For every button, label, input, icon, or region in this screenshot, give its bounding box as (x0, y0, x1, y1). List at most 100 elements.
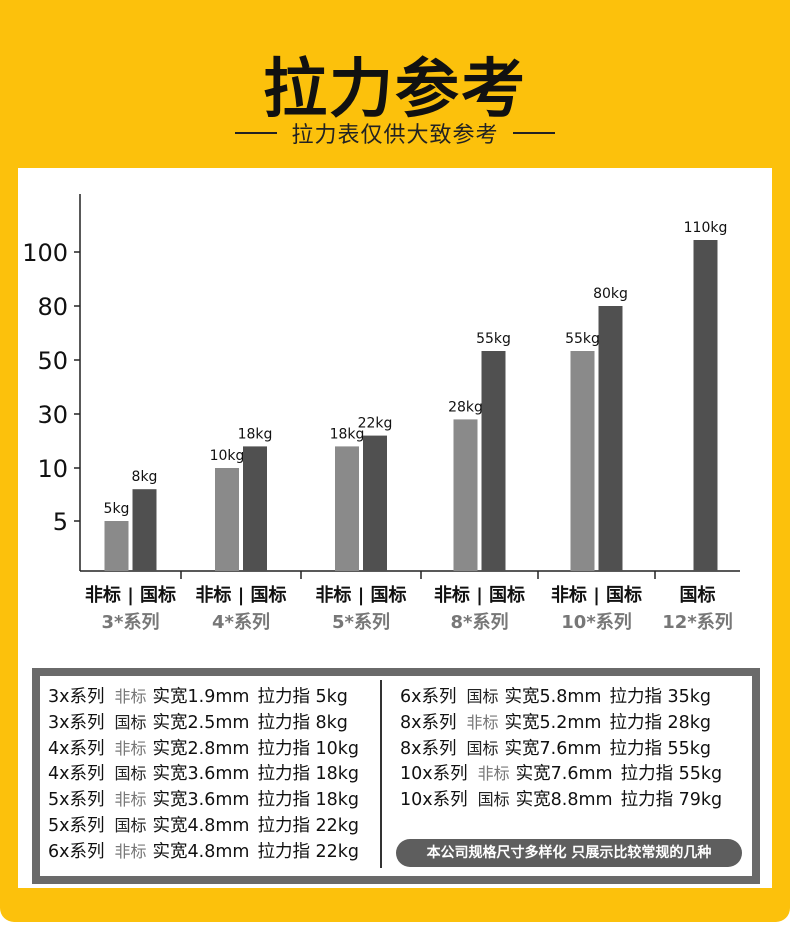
spec-row: 4x系列 非标 实宽2.8mm 拉力指 10kg (48, 736, 359, 762)
spec-standard: 国标 (114, 815, 147, 835)
spec-width: 实宽2.8mm (152, 738, 250, 759)
spec-force: 拉力指 28kg (609, 712, 712, 733)
bar-0-0 (104, 521, 129, 571)
spec-width: 实宽5.8mm (504, 687, 602, 707)
category-label-5: 国标 (680, 584, 716, 606)
bar-4-1 (598, 306, 623, 571)
subtitle-row: 拉力表仅供大致参考 (0, 116, 790, 150)
bar-1-0 (215, 468, 239, 571)
spec-note: 本公司规格尺寸多样化 只展示比较常规的几种 (396, 839, 742, 867)
spec-series: 3x系列 (48, 687, 105, 707)
bar-0-1 (132, 489, 157, 571)
bar-1-1 (243, 446, 267, 571)
spec-width: 实宽5.2mm (504, 712, 602, 733)
bar-4-0 (570, 351, 595, 571)
spec-force: 拉力指 5kg (257, 687, 348, 707)
spec-series: 10x系列 (400, 764, 468, 785)
bar-3-1 (481, 351, 506, 571)
spec-width: 实宽3.6mm (152, 790, 250, 811)
spec-row: 10x系列 国标 实宽8.8mm 拉力指 79kg (400, 787, 722, 813)
spec-width: 实宽7.6mm (515, 764, 613, 785)
category-label-0: 非标 | 国标 (85, 584, 176, 606)
spec-row: 6x系列 非标 实宽4.8mm 拉力指 22kg (48, 839, 359, 865)
y-tick-label-0: 5 (53, 508, 68, 536)
spec-width: 实宽4.8mm (152, 841, 250, 862)
spec-force: 拉力指 35kg (609, 687, 712, 707)
bar-value-label-4-0: 55kg (565, 331, 600, 347)
spec-series: 8x系列 (400, 738, 457, 759)
spec-force: 拉力指 8kg (257, 712, 348, 733)
spec-standard: 国标 (114, 712, 147, 732)
spec-standard: 国标 (477, 790, 510, 810)
spec-width: 实宽7.6mm (504, 738, 602, 759)
spec-force: 拉力指 55kg (609, 738, 712, 759)
spec-standard: 国标 (466, 738, 499, 758)
category-series-2: 5*系列 (332, 612, 390, 633)
spec-force: 拉力指 22kg (257, 841, 360, 862)
category-series-0: 3*系列 (102, 612, 160, 633)
bar-value-label-3-0: 28kg (448, 399, 483, 415)
bar-value-label-5-0: 110kg (684, 220, 728, 236)
content-card: 5 10 30 50 80 100 5kg 8kg 非标 | 国标 3*系列 10kg 18kg 非标 … (18, 168, 772, 888)
y-tick-label-1: 10 (37, 455, 68, 483)
bar-2-1 (363, 435, 387, 571)
bar-value-label-1-0: 10kg (210, 448, 245, 464)
spec-width: 实宽8.8mm (515, 790, 613, 811)
spec-force: 拉力指 55kg (620, 764, 723, 785)
bar-value-label-2-0: 18kg (330, 426, 365, 442)
spec-divider (380, 680, 382, 868)
spec-standard: 非标 (114, 790, 147, 810)
bar-value-label-4-1: 80kg (593, 286, 628, 302)
spec-standard: 非标 (114, 687, 147, 706)
spec-series: 4x系列 (48, 738, 105, 759)
spec-series: 5x系列 (48, 790, 105, 811)
category-label-1: 非标 | 国标 (195, 584, 286, 606)
bar-3-0 (453, 419, 478, 571)
spec-series: 10x系列 (400, 790, 468, 811)
spec-force: 拉力指 10kg (257, 738, 360, 759)
spec-row: 3x系列 非标 实宽1.9mm 拉力指 5kg (48, 684, 359, 710)
spec-series: 6x系列 (400, 687, 457, 707)
subtitle-left-line (235, 132, 278, 134)
spec-row: 6x系列 国标 实宽5.8mm 拉力指 35kg (400, 684, 722, 710)
bar-value-label-0-1: 8kg (132, 469, 158, 485)
spec-row: 5x系列 非标 实宽3.6mm 拉力指 18kg (48, 787, 359, 813)
y-tick-label-4: 80 (37, 293, 68, 321)
category-label-4: 非标 | 国标 (551, 584, 642, 606)
spec-force: 拉力指 18kg (257, 764, 360, 785)
page-subtitle: 拉力表仅供大致参考 (291, 123, 499, 148)
y-tick-label-3: 50 (37, 347, 68, 375)
spec-width: 实宽3.6mm (152, 764, 250, 785)
category-label-3: 非标 | 国标 (434, 584, 525, 606)
bar-2-0 (335, 446, 359, 571)
spec-standard: 非标 (114, 841, 147, 861)
bar-value-label-1-1: 18kg (238, 426, 273, 442)
spec-force: 拉力指 18kg (257, 790, 360, 811)
spec-standard: 非标 (114, 738, 147, 758)
spec-width: 实宽1.9mm (152, 687, 250, 707)
spec-series: 8x系列 (400, 712, 457, 733)
category-label-2: 非标 | 国标 (315, 584, 406, 606)
spec-table-inner: 3x系列 非标 实宽1.9mm 拉力指 5kg 3x系列 国标 实宽2.5mm 拉力指 8kg… (40, 676, 752, 876)
bar-value-label-0-0: 5kg (104, 501, 130, 517)
spec-row: 8x系列 非标 实宽5.2mm 拉力指 28kg (400, 710, 722, 736)
y-tick-label-5: 100 (22, 239, 68, 267)
spec-row: 5x系列 国标 实宽4.8mm 拉力指 22kg (48, 813, 359, 839)
page-title: 拉力参考 (263, 53, 527, 127)
bar-5-0 (693, 240, 718, 571)
spec-row: 4x系列 国标 实宽3.6mm 拉力指 18kg (48, 761, 359, 787)
category-series-5: 12*系列 (662, 612, 732, 633)
spec-row: 8x系列 国标 实宽7.6mm 拉力指 55kg (400, 736, 722, 762)
spec-width: 实宽2.5mm (152, 712, 250, 733)
category-series-4: 10*系列 (561, 612, 631, 633)
spec-force: 拉力指 79kg (620, 790, 723, 811)
spec-force: 拉力指 22kg (257, 815, 360, 836)
bar-value-label-3-1: 55kg (476, 331, 511, 347)
spec-width: 实宽4.8mm (152, 815, 250, 836)
spec-standard: 非标 (477, 764, 510, 784)
spec-standard: 国标 (114, 764, 147, 784)
spec-series: 4x系列 (48, 764, 105, 785)
y-tick-label-2: 30 (37, 401, 68, 429)
